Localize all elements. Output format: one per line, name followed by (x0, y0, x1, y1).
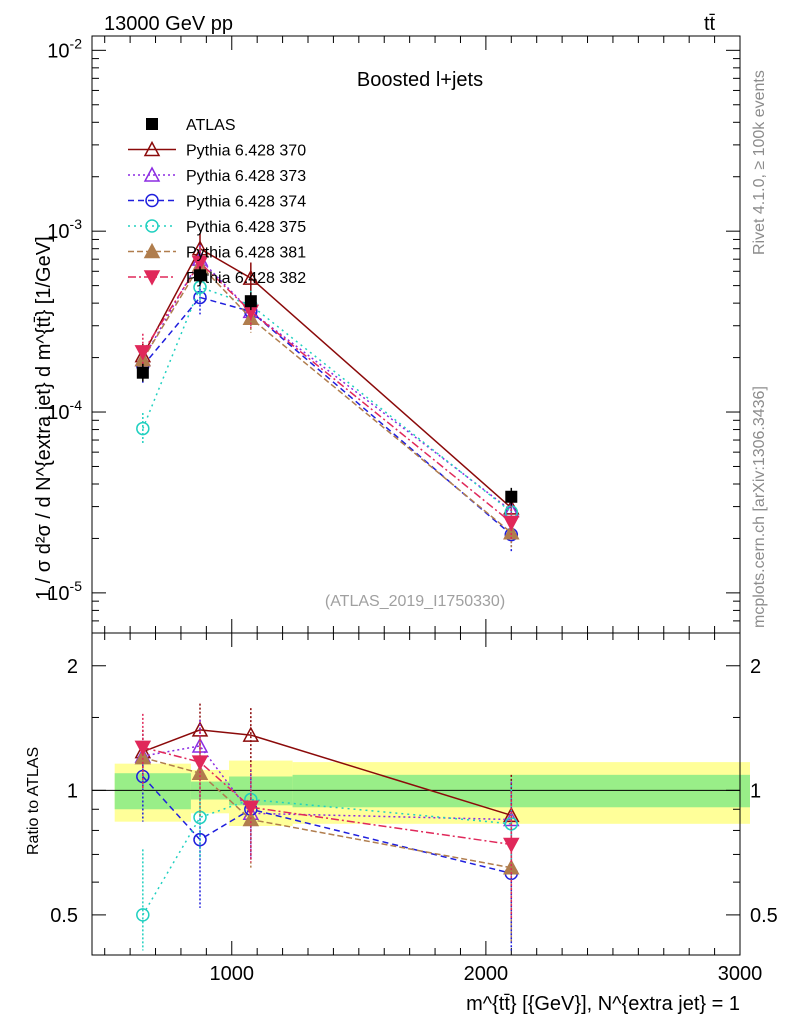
legend-item: Pythia 6.428 381 (128, 242, 306, 262)
main-y-axis-label: 1 / σ d²σ / d N^{extra jet} d m^{tt̄} [1… (33, 236, 55, 600)
ratio-tick-label-left: 1 (67, 780, 78, 802)
legend-marker (145, 193, 159, 208)
legend-marker (146, 118, 158, 130)
plot-title: Boosted l+jets (357, 69, 483, 91)
series-point (136, 421, 150, 436)
series-point (191, 255, 209, 272)
series-point (503, 515, 520, 532)
data-point (244, 295, 257, 308)
x-axis-label: m^{tt̄} [{GeV}], N^{extra jet} = 1 (466, 993, 740, 1015)
series-line (142, 257, 512, 512)
ratio-point (136, 908, 150, 922)
ratio-band-inner (229, 776, 293, 806)
header-process-label: tt̄ (704, 13, 716, 35)
series-line (142, 286, 512, 513)
legend-label: Pythia 6.428 381 (186, 245, 306, 262)
legend-item: Pythia 6.428 375 (128, 219, 306, 236)
ratio-panel-frame (91, 632, 741, 956)
header-energy-label: 13000 GeV pp (104, 13, 233, 35)
ratio-point (191, 755, 209, 771)
ratio-line (142, 745, 512, 821)
ratio-point (134, 740, 152, 756)
ratio-panel-series (134, 703, 520, 951)
ratio-line (142, 756, 512, 869)
ratio-point (503, 837, 520, 854)
data-point (505, 490, 518, 503)
plot-frames (91, 35, 741, 956)
legend-marker (145, 219, 159, 233)
legend-marker (143, 242, 161, 259)
ratio-line (142, 729, 512, 817)
ratio-tick-label-left: 0.5 (50, 905, 78, 927)
series-line (142, 247, 512, 509)
series-line (142, 261, 512, 524)
y-tick-label: 10-4 (47, 397, 82, 424)
legend-label: Pythia 6.428 375 (186, 219, 306, 236)
series-line (142, 296, 512, 536)
analysis-id-label: (ATLAS_2019_I1750330) (325, 593, 505, 610)
ratio-point (242, 800, 260, 816)
legend-label: Pythia 6.428 373 (186, 168, 306, 185)
legend-item: Pythia 6.428 370 (128, 140, 306, 160)
ratio-tick-label-right: 1 (750, 780, 761, 802)
series-point (134, 345, 152, 361)
ratio-band-inner (292, 774, 750, 808)
ratio-band-inner (114, 773, 191, 810)
y-tick-label: 10-3 (47, 216, 82, 243)
ratio-tick-label-left: 2 (67, 656, 78, 678)
legend-item: Pythia 6.428 374 (128, 194, 306, 211)
legend-marker (143, 270, 161, 286)
series-point (242, 269, 260, 285)
legend-item-data: ATLAS (146, 117, 236, 134)
x-tick-label: 3000 (718, 963, 763, 985)
mcplots-source-label: mcplots.cern.ch [arXiv:1306.3436] (751, 386, 768, 628)
ratio-line (142, 746, 512, 846)
legend-label: Pythia 6.428 374 (186, 194, 306, 211)
ratio-tick-label-right: 2 (750, 656, 761, 678)
axis-ticks: 1000 2000 3000 10-5 10-4 10-3 10-2 0.5 0.5 1 1 2 2 (47, 35, 778, 985)
main-panel-series (134, 233, 520, 553)
ratio-point (242, 726, 260, 742)
legend-label: Pythia 6.428 370 (186, 143, 306, 160)
legend-label: ATLAS (186, 117, 236, 134)
ratio-line (142, 775, 512, 875)
legend-marker (143, 166, 161, 182)
x-tick-label: 2000 (464, 963, 509, 985)
legend-label: Pythia 6.428 382 (186, 270, 306, 287)
ratio-line (142, 798, 512, 916)
legend-item: Pythia 6.428 382 (128, 270, 306, 287)
y-tick-label: 10-2 (47, 35, 82, 62)
legend-marker (143, 140, 161, 157)
series-line (142, 263, 512, 534)
data-point (136, 366, 149, 379)
legend-item: Pythia 6.428 373 (128, 166, 306, 185)
ratio-point (193, 832, 207, 847)
legend: ATLAS Pythia 6.428 370 Pythia 6.428 373 Pyt… (128, 117, 306, 287)
rivet-version-label: Rivet 4.1.0, ≥ 100k events (751, 70, 768, 255)
ratio-tick-label-right: 0.5 (750, 905, 778, 927)
y-tick-label: 10-5 (47, 578, 82, 605)
ratio-y-axis-label: Ratio to ATLAS (25, 747, 42, 855)
x-tick-label: 1000 (210, 963, 255, 985)
data-point (194, 269, 206, 282)
